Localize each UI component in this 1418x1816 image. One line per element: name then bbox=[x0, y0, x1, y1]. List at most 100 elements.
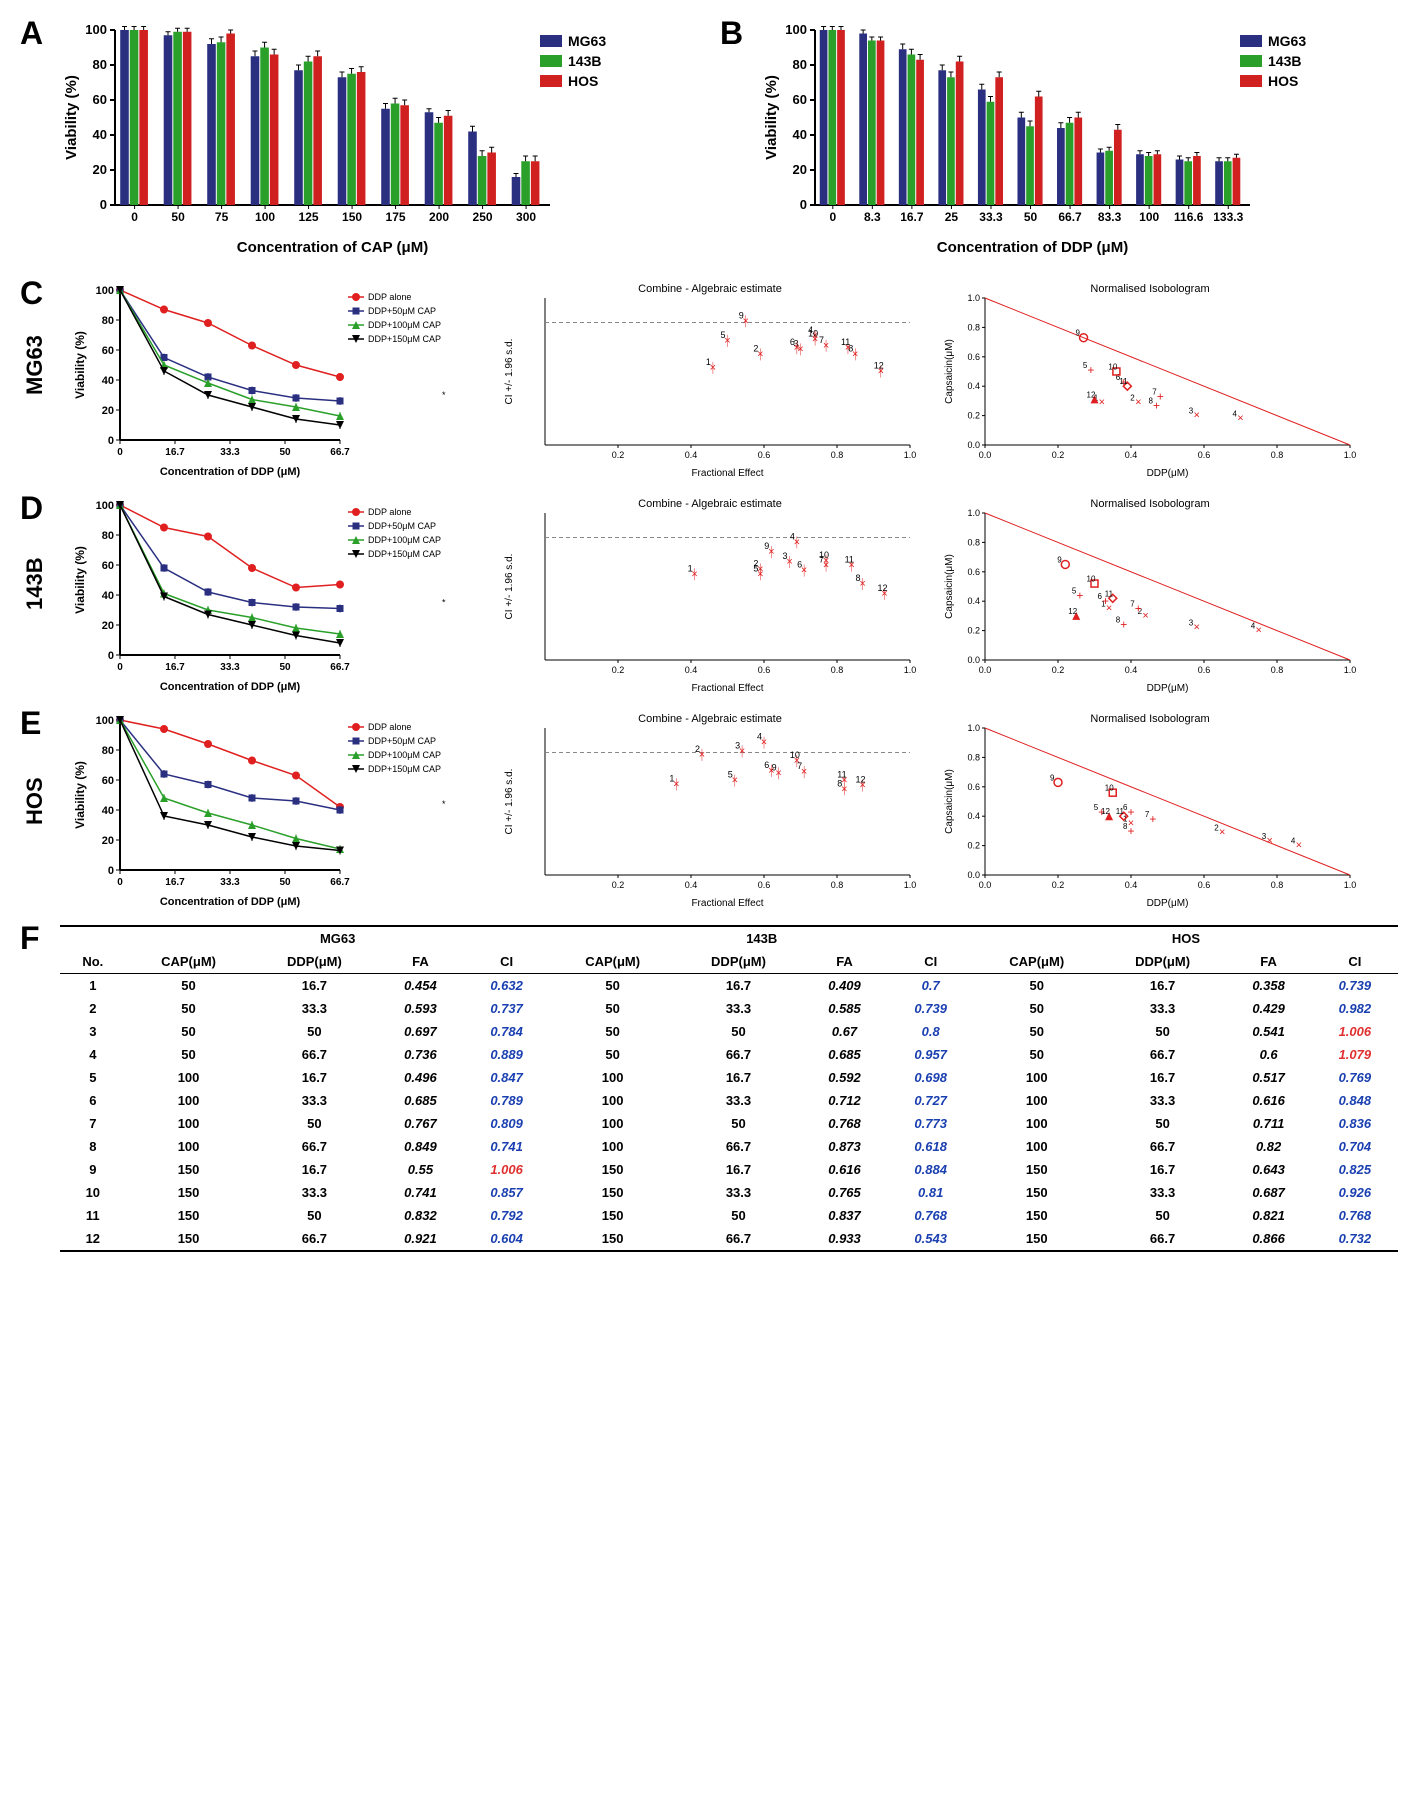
cell-ci: 0.698 bbox=[888, 1066, 974, 1089]
cell-fa: 0.711 bbox=[1226, 1112, 1312, 1135]
cell-cap: 150 bbox=[550, 1227, 676, 1251]
cell-cap: 150 bbox=[126, 1158, 252, 1181]
cell-cap: 150 bbox=[974, 1158, 1100, 1181]
ci-chart: Combine - Algebraic estimate0.20.40.60.8… bbox=[500, 495, 920, 695]
svg-text:5: 5 bbox=[1094, 803, 1099, 812]
cell-ci: 0.957 bbox=[888, 1043, 974, 1066]
svg-text:×: × bbox=[1193, 410, 1199, 422]
svg-text:8: 8 bbox=[1123, 822, 1128, 831]
svg-text:60: 60 bbox=[102, 560, 114, 572]
svg-text:0.8: 0.8 bbox=[967, 537, 980, 547]
svg-text:0.0: 0.0 bbox=[979, 450, 992, 460]
panel-b-label: B bbox=[720, 15, 743, 52]
svg-text:100: 100 bbox=[255, 210, 275, 224]
cell-cap: 100 bbox=[126, 1112, 252, 1135]
svg-text:20: 20 bbox=[93, 162, 107, 177]
svg-text:250: 250 bbox=[473, 210, 493, 224]
svg-text:8: 8 bbox=[1116, 616, 1121, 625]
cell-cap: 100 bbox=[550, 1066, 676, 1089]
cell-fa: 0.821 bbox=[1226, 1204, 1312, 1227]
cell-ddp: 66.7 bbox=[251, 1043, 377, 1066]
row-ab: A 020406080100Viability (%)0507510012515… bbox=[20, 20, 1398, 260]
cell-cap: 150 bbox=[974, 1204, 1100, 1227]
cell-no: 8 bbox=[60, 1135, 126, 1158]
svg-text:116.6: 116.6 bbox=[1174, 210, 1204, 224]
svg-text:Viability (%): Viability (%) bbox=[763, 75, 780, 160]
svg-text:CI +/- 1.96 s.d.: CI +/- 1.96 s.d. bbox=[504, 339, 515, 405]
svg-text:0.2: 0.2 bbox=[967, 411, 980, 421]
cell-no: 3 bbox=[60, 1020, 126, 1043]
svg-text:143B: 143B bbox=[568, 53, 601, 69]
panel-a: A 020406080100Viability (%)0507510012515… bbox=[20, 20, 680, 260]
cell-cap: 100 bbox=[974, 1112, 1100, 1135]
svg-text:80: 80 bbox=[102, 745, 114, 757]
svg-text:7: 7 bbox=[819, 335, 824, 345]
cell-ci: 0.809 bbox=[464, 1112, 550, 1135]
svg-text:×: × bbox=[1099, 396, 1105, 408]
svg-text:0.4: 0.4 bbox=[685, 665, 698, 675]
cell-ddp: 16.7 bbox=[676, 1066, 802, 1089]
col-header: CAP(μM) bbox=[550, 950, 676, 974]
svg-text:0.2: 0.2 bbox=[1052, 665, 1065, 675]
svg-text:0.8: 0.8 bbox=[831, 880, 844, 890]
cell-ddp: 50 bbox=[676, 1020, 802, 1043]
cell-fa: 0.685 bbox=[801, 1043, 887, 1066]
svg-text:10: 10 bbox=[819, 550, 829, 560]
svg-text:0.6: 0.6 bbox=[1198, 450, 1211, 460]
svg-text:6: 6 bbox=[797, 560, 802, 570]
svg-text:4: 4 bbox=[1291, 837, 1296, 846]
svg-text:60: 60 bbox=[793, 92, 807, 107]
cell-fa: 0.767 bbox=[377, 1112, 463, 1135]
svg-text:175: 175 bbox=[386, 210, 406, 224]
cell-line-label: HOS bbox=[22, 795, 48, 825]
svg-text:75: 75 bbox=[215, 210, 229, 224]
svg-text:0: 0 bbox=[117, 447, 123, 458]
svg-text:10: 10 bbox=[790, 750, 800, 760]
cell-ddp: 66.7 bbox=[1100, 1227, 1226, 1251]
cell-ddp: 33.3 bbox=[676, 997, 802, 1020]
svg-text:1.0: 1.0 bbox=[967, 293, 980, 303]
cell-ddp: 33.3 bbox=[251, 997, 377, 1020]
cell-fa: 0.429 bbox=[1226, 997, 1312, 1020]
cell-cap: 150 bbox=[974, 1227, 1100, 1251]
cell-cap: 100 bbox=[550, 1135, 676, 1158]
svg-text:125: 125 bbox=[299, 210, 319, 224]
svg-text:5: 5 bbox=[1072, 586, 1077, 595]
svg-text:Concentration of DDP (μM): Concentration of DDP (μM) bbox=[937, 239, 1128, 256]
cell-ddp: 16.7 bbox=[676, 974, 802, 998]
svg-text:80: 80 bbox=[102, 315, 114, 327]
svg-text:0.2: 0.2 bbox=[967, 626, 980, 636]
col-no: No. bbox=[60, 950, 126, 974]
cell-cap: 100 bbox=[550, 1112, 676, 1135]
cell-cap: 50 bbox=[126, 1043, 252, 1066]
cell-no: 1 bbox=[60, 974, 126, 998]
svg-text:Viability (%): Viability (%) bbox=[73, 331, 87, 399]
svg-text:5: 5 bbox=[721, 330, 726, 340]
svg-text:1.0: 1.0 bbox=[904, 665, 917, 675]
svg-text:4: 4 bbox=[790, 531, 795, 541]
cell-cap: 100 bbox=[974, 1135, 1100, 1158]
svg-text:2: 2 bbox=[1130, 393, 1135, 402]
cell-cap: 50 bbox=[550, 974, 676, 998]
svg-text:7: 7 bbox=[1145, 810, 1150, 819]
svg-text:50: 50 bbox=[279, 662, 291, 673]
cell-ci: 0.7 bbox=[888, 974, 974, 998]
svg-text:143B: 143B bbox=[1268, 53, 1301, 69]
cell-cap: 100 bbox=[550, 1089, 676, 1112]
svg-text:DDP+50μM CAP: DDP+50μM CAP bbox=[368, 736, 436, 746]
panel-e-label: E bbox=[20, 705, 41, 742]
cell-fa: 0.768 bbox=[801, 1112, 887, 1135]
cell-ci: 0.848 bbox=[1312, 1089, 1398, 1112]
svg-text:200: 200 bbox=[429, 210, 449, 224]
svg-text:0.8: 0.8 bbox=[1271, 665, 1284, 675]
cell-fa: 0.517 bbox=[1226, 1066, 1312, 1089]
cell-ddp: 16.7 bbox=[1100, 1066, 1226, 1089]
svg-text:40: 40 bbox=[102, 590, 114, 602]
svg-text:11: 11 bbox=[1116, 807, 1125, 816]
table-f: MG63143BHOSNo.CAP(μM)DDP(μM)FACICAP(μM)D… bbox=[60, 925, 1398, 1252]
cell-ddp: 50 bbox=[1100, 1020, 1226, 1043]
cell-ci: 0.543 bbox=[888, 1227, 974, 1251]
svg-text:0.6: 0.6 bbox=[758, 450, 771, 460]
ci-chart: Combine - Algebraic estimate0.20.40.60.8… bbox=[500, 280, 920, 480]
svg-text:+: + bbox=[1127, 824, 1134, 838]
